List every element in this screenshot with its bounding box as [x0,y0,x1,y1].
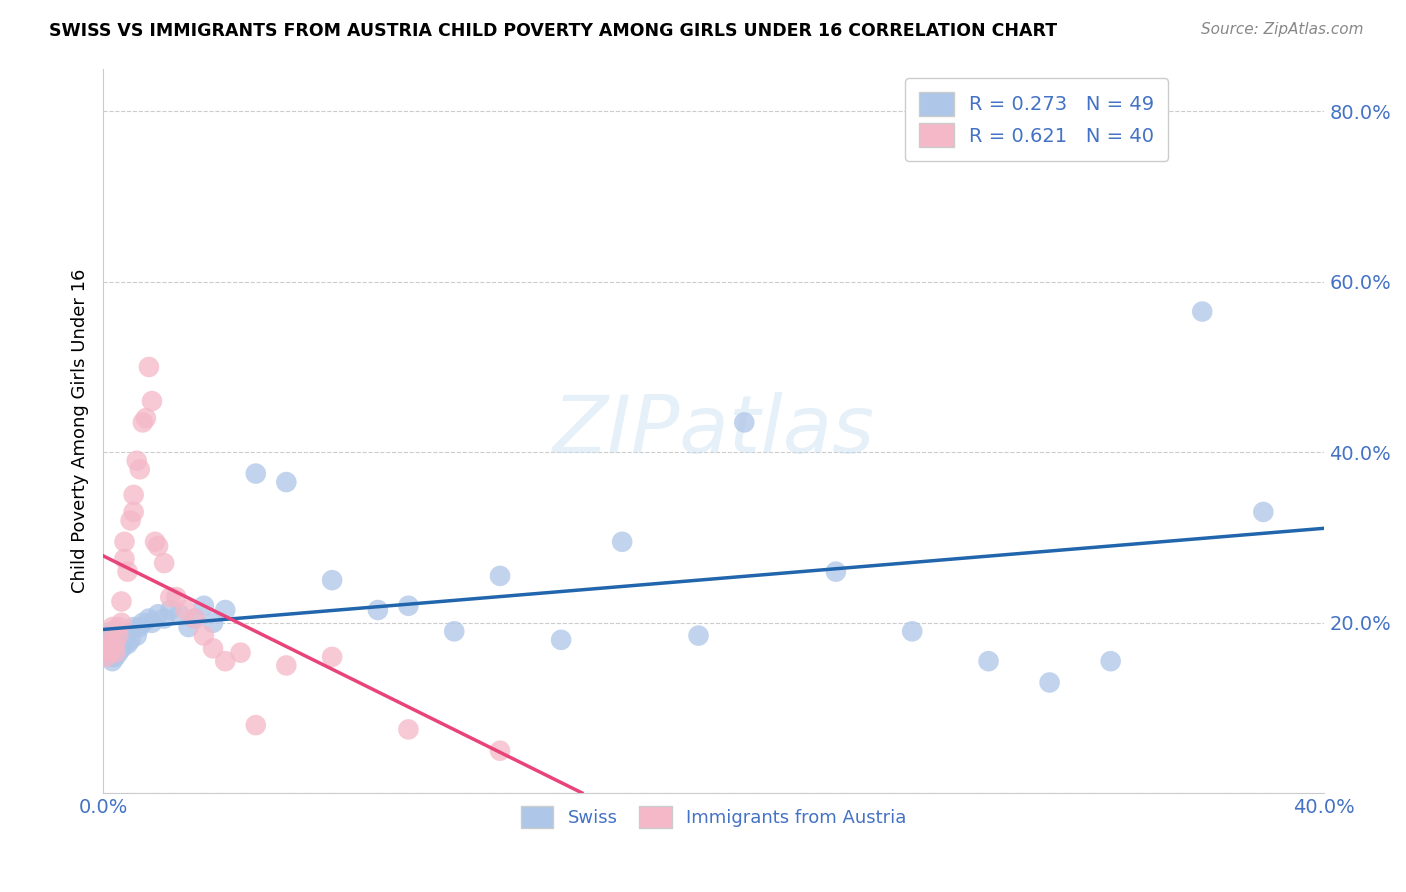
Point [104,646,127,660]
Point [117,637,139,651]
Point [117,565,139,579]
Point [101,654,124,668]
Legend: Swiss, Immigrants from Austria: Swiss, Immigrants from Austria [513,798,914,835]
Point [122,505,145,519]
Point [107,629,129,643]
Point [96,649,118,664]
Point [128,462,150,476]
Point [132,615,155,630]
Text: Source: ZipAtlas.com: Source: ZipAtlas.com [1201,22,1364,37]
Point [165,591,187,605]
Y-axis label: Child Poverty Among Girls Under 16: Child Poverty Among Girls Under 16 [72,268,89,593]
Point [107,646,129,660]
Point [977,654,1000,668]
Point [245,718,267,732]
Point [98,649,121,664]
Point [125,629,148,643]
Point [141,394,163,409]
Point [98,629,121,643]
Point [146,607,169,622]
Point [96,646,118,660]
Point [688,629,710,643]
Point [489,744,512,758]
Point [110,615,132,630]
Point [122,620,145,634]
Point [110,632,132,647]
Point [276,475,298,489]
Point [1099,654,1122,668]
Point [114,552,136,566]
Text: ZIPatlas: ZIPatlas [553,392,875,470]
Point [135,411,157,425]
Point [101,641,124,656]
Point [122,488,145,502]
Point [143,534,166,549]
Point [132,416,155,430]
Text: SWISS VS IMMIGRANTS FROM AUSTRIA CHILD POVERTY AMONG GIRLS UNDER 16 CORRELATION : SWISS VS IMMIGRANTS FROM AUSTRIA CHILD P… [49,22,1057,40]
Point [398,723,420,737]
Point [114,629,136,643]
Point [183,611,205,625]
Point [101,620,124,634]
Point [159,591,181,605]
Point [141,615,163,630]
Point [276,658,298,673]
Point [193,599,215,613]
Point [104,637,127,651]
Point [120,513,142,527]
Point [321,649,343,664]
Point [174,603,197,617]
Point [153,611,176,625]
Point [193,629,215,643]
Point [183,611,205,625]
Point [120,632,142,647]
Point [96,637,118,651]
Point [733,416,755,430]
Point [98,646,121,660]
Point [107,620,129,634]
Point [153,556,176,570]
Point [177,620,200,634]
Point [245,467,267,481]
Point [128,620,150,634]
Point [104,649,127,664]
Point [214,603,236,617]
Point [825,565,848,579]
Point [138,611,160,625]
Point [202,615,225,630]
Point [114,534,136,549]
Point [901,624,924,639]
Point [101,624,124,639]
Point [110,594,132,608]
Point [489,569,512,583]
Point [125,454,148,468]
Point [169,607,191,622]
Point [550,632,572,647]
Point [367,603,389,617]
Point [443,624,465,639]
Point [321,573,343,587]
Point [138,359,160,374]
Point [98,637,121,651]
Point [104,637,127,651]
Point [229,646,252,660]
Point [1253,505,1275,519]
Point [96,637,118,651]
Point [110,641,132,656]
Point [146,539,169,553]
Point [214,654,236,668]
Point [1191,304,1213,318]
Point [159,603,181,617]
Point [202,641,225,656]
Point [612,534,634,549]
Point [398,599,420,613]
Point [114,637,136,651]
Point [107,632,129,647]
Point [1039,675,1062,690]
